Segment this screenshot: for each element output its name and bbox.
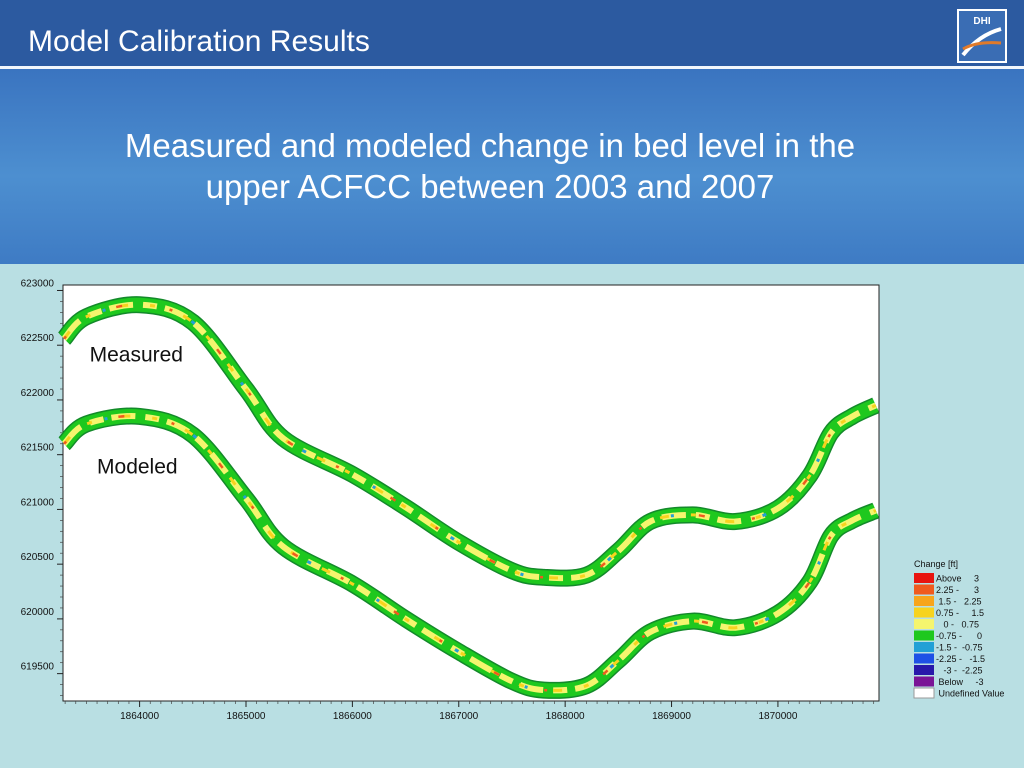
y-tick-label: 622500 [21, 333, 55, 344]
legend-title: Change [ft] [914, 559, 958, 569]
y-axis: 619500 620000 620500 621000 621500 622000 6225… [21, 278, 63, 696]
title-divider [0, 66, 1024, 69]
legend-label: Above 3 [936, 574, 979, 584]
legend-swatch [914, 619, 934, 629]
channel-accretion-core [63, 414, 877, 692]
slide-subtitle: Measured and modeled change in bed level… [40, 125, 940, 207]
subtitle-banner: Measured and modeled change in bed level… [0, 69, 1024, 264]
legend-label: Undefined Value [936, 689, 1004, 699]
legend-swatch [914, 665, 934, 675]
legend-label: Below -3 [936, 677, 984, 687]
x-tick-label: 1869000 [652, 711, 691, 722]
legend-label: 0.75 - 1.5 [936, 608, 984, 618]
legend-label: -2.25 - -1.5 [936, 654, 985, 664]
change-legend: Change [ft] Above 32.25 - 3 1.5 - 2.250.7… [913, 559, 1004, 699]
y-tick-label: 621500 [21, 443, 55, 454]
legend-swatch [914, 596, 934, 606]
legend-swatch [914, 676, 934, 687]
legend-label: 0 - 0.75 [936, 620, 979, 630]
plot-area [62, 284, 880, 702]
legend-swatch [914, 607, 934, 618]
legend-swatch [914, 573, 934, 583]
y-tick-label: 620500 [21, 552, 55, 563]
dhi-logo: DHI [957, 9, 1007, 63]
annotations-layer: Measured Modeled [90, 344, 183, 479]
page-title: Model Calibration Results [28, 25, 370, 58]
channels-layer [57, 296, 880, 699]
y-tick-label: 619500 [21, 662, 55, 673]
series-annotation: Modeled [97, 455, 178, 478]
channel-accretion-band [61, 301, 878, 582]
legend-label: 2.25 - 3 [936, 585, 979, 595]
channel-high-change [63, 303, 877, 580]
logo-text: DHI [973, 16, 990, 27]
bed-level-chart: 1864000 1865000 1866000 1867000 1868000 18690… [21, 278, 1005, 722]
subtitle-line-1: Measured and modeled change in bed level… [124, 127, 856, 164]
channel-modeled [57, 407, 880, 699]
channel-accretion-core [62, 303, 877, 580]
legend-swatch [914, 642, 934, 652]
channel-measured [57, 296, 880, 587]
x-tick-label: 1864000 [120, 711, 159, 722]
x-tick-label: 1870000 [758, 711, 797, 722]
y-tick-label: 620000 [21, 607, 55, 618]
y-tick-label: 622000 [21, 388, 55, 399]
legend-label: -3 - -2.25 [936, 666, 983, 676]
series-annotation: Measured [90, 344, 183, 367]
legend-swatch [914, 630, 934, 641]
x-tick-label: 1865000 [227, 711, 266, 722]
x-tick-label: 1867000 [439, 711, 478, 722]
channel-accretion-band [61, 412, 877, 694]
legend-swatch [914, 653, 934, 664]
y-tick-label: 621000 [21, 497, 55, 508]
legend-label: 1.5 - 2.25 [936, 597, 982, 607]
x-axis: 1864000 1865000 1866000 1867000 1868000 18690… [64, 701, 875, 722]
legend-swatch [914, 584, 934, 595]
legend-swatch [913, 687, 935, 699]
x-tick-label: 1868000 [546, 711, 585, 722]
legend-label: -1.5 - -0.75 [936, 643, 983, 653]
x-tick-label: 1866000 [333, 711, 372, 722]
y-tick-label: 623000 [21, 278, 55, 289]
title-bar: Model Calibration Results DHI [0, 0, 1024, 66]
subtitle-line-2: upper ACFCC between 2003 and 2007 [205, 168, 775, 205]
legend-label: -0.75 - 0 [936, 631, 982, 641]
